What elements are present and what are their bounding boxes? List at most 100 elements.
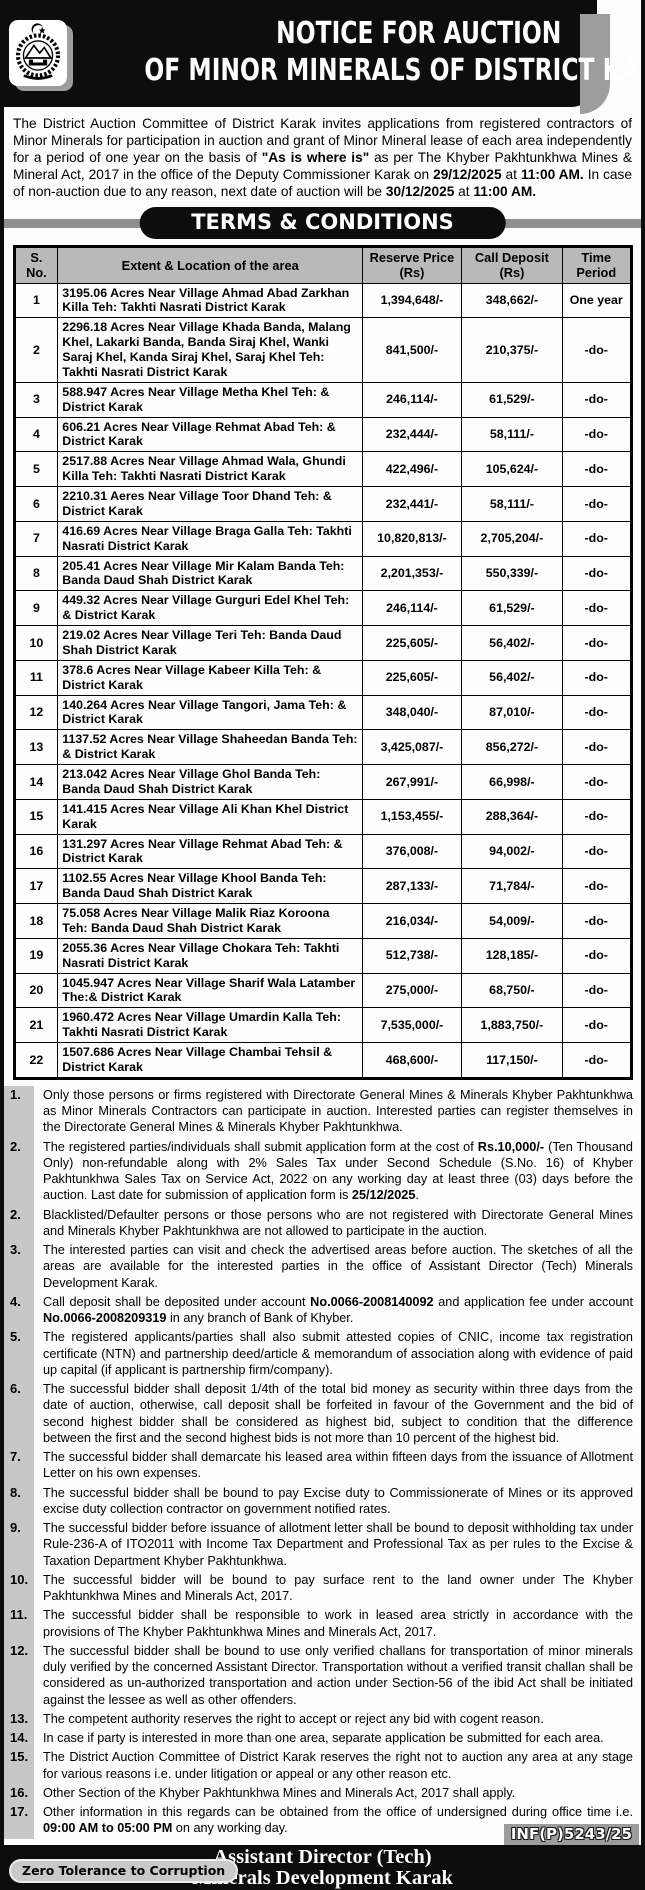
condition-text: The registered applicants/parties shall … [43,1330,633,1377]
table-row: 8 205.41 Acres Near Village Mir Kalam Ban… [13,555,632,592]
notice-title: NOTICE FOR AUCTION OF MINOR MINERALS OF … [67,15,645,89]
cell-time-period: -do- [562,972,632,1009]
condition-text: In case if party is interested in more t… [43,1731,604,1746]
condition-number: 5. [4,1328,34,1381]
condition-text: The successful bidder shall be bound to … [43,1643,633,1707]
terms-bar-label: TERMS & CONDITIONS [139,206,506,239]
cell-location: 131.297 Acres Near Village Rehmat Abad T… [57,833,364,870]
cell-location: 378.6 Acres Near Village Kabeer Killa Te… [57,659,364,696]
cell-sno: 1 [13,282,59,319]
signature-line2: Minerals Development Karak [192,1866,453,1889]
cell-call-deposit: 210,375/- [460,317,564,383]
cell-reserve-price: 246,114/- [362,381,462,418]
cell-reserve-price: 246,114/- [362,590,462,627]
cell-location: 588.947 Acres Near Village Metha Khel Te… [57,381,364,418]
cell-location: 2210.31 Aeres Near Village Toor Dhand Te… [57,486,364,522]
condition-item: 17. Other information in this regards can… [4,1803,636,1839]
condition-item: 2. The registered parties/individuals sha… [4,1137,636,1206]
cell-call-deposit: 61,529/- [460,381,564,418]
cell-reserve-price: 376,008/- [362,833,462,870]
cell-sno: 17 [13,868,59,905]
cell-reserve-price: 512,738/- [362,937,462,974]
condition-item: 13. The competent authority reserves the … [4,1709,636,1730]
intro-paragraph: The District Auction Committee of Distri… [13,116,632,199]
cell-time-period: -do- [562,1007,632,1044]
cell-reserve-price: 3,425,087/- [362,729,462,766]
cell-sno: 21 [13,1007,59,1044]
cell-call-deposit: 105,624/- [460,451,564,488]
condition-item: 10. The successful bidder will be bound t… [4,1570,636,1607]
table-row: 10 219.02 Acres Near Village Teri Teh: Ba… [13,625,632,661]
cell-time-period: -do- [562,694,632,731]
cell-sno: 12 [13,694,59,731]
table-row: 22 1507.686 Acres Near Village Chambai Te… [13,1042,632,1079]
cell-location: 205.41 Acres Near Village Mir Kalam Band… [57,555,364,592]
cell-location: 75.058 Acres Near Village Malik Riaz Kor… [57,903,364,939]
condition-text: The successful bidder shall deposit 1/4t… [43,1382,633,1445]
column-header: Extent & Location of the area [57,245,364,284]
condition-item: 7. The successful bidder shall demarcate … [4,1448,636,1484]
condition-number: 7. [4,1448,34,1484]
cell-location: 219.02 Acres Near Village Teri Teh: Band… [57,625,364,661]
cell-call-deposit: 68,750/- [460,972,564,1009]
cell-call-deposit: 1,883,750/- [460,1007,564,1044]
condition-text: The successful bidder before issuance of… [43,1521,633,1568]
cell-call-deposit: 856,272/- [460,729,564,766]
cell-sno: 11 [13,659,59,696]
cell-sno: 4 [13,416,59,453]
cell-time-period: -do- [562,317,632,383]
conditions-list: 1. Only those persons or firms registered… [4,1085,641,1839]
condition-item: 8. The successful bidder shall be bound t… [4,1483,636,1520]
column-header: S. No. [13,245,59,284]
condition-item: 14. In case if party is interested in mor… [4,1729,636,1749]
condition-text: The successful bidder shall be bound to … [43,1485,633,1516]
condition-text: The successful bidder shall be responsib… [43,1608,633,1639]
cell-location: 2517.88 Acres Near Village Ahmad Wala, G… [57,451,364,488]
condition-item: 16. Other Section of the Khyber Pakhtunkh… [4,1783,636,1804]
cell-reserve-price: 275,000/- [362,972,462,1009]
cell-time-period: -do- [562,1042,632,1079]
condition-number: 8. [4,1483,34,1520]
cell-location: 1507.686 Acres Near Village Chambai Tehs… [57,1042,364,1079]
signature-block: Assistant Director (Tech) Minerals Devel… [4,1846,641,1889]
notice-title-line2: OF MINOR MINERALS OF DISTRICT KARAK [144,52,645,88]
notice-title-line1: NOTICE FOR AUCTION [276,15,562,51]
table-row: 9 449.32 Acres Near Village Gurguri Edel … [13,590,632,627]
cell-time-period: -do- [562,729,632,766]
cell-reserve-price: 10,820,813/- [362,520,462,557]
condition-item: 15. The District Auction Committee of Dis… [4,1748,636,1784]
cell-location: 1045.947 Acres Near Village Sharif Wala … [57,972,364,1009]
cell-call-deposit: 58,111/- [460,486,564,522]
cell-time-period: -do- [562,451,632,488]
condition-number: 11. [4,1606,34,1642]
cell-call-deposit: 550,339/- [460,555,564,592]
cell-call-deposit: 58,111/- [460,416,564,453]
cell-time-period: -do- [562,868,632,905]
zero-tolerance-badge: Zero Tolerance to Corruption [9,1859,239,1883]
table-row: 13 1137.52 Acres Near Village Shaheedan B… [13,729,632,766]
cell-call-deposit: 348,662/- [460,282,564,319]
cell-location: 1102.55 Acres Near Village Khool Banda T… [57,868,364,905]
notice-footer: Zero Tolerance to Corruption Assistant D… [4,1845,641,1890]
cell-reserve-price: 7,535,000/- [362,1007,462,1044]
cell-sno: 14 [13,764,59,800]
cell-sno: 20 [13,972,59,1009]
table-row: 11 378.6 Acres Near Village Kabeer Killa … [13,659,632,696]
table-row: 19 2055.36 Acres Near Village Chokara Teh… [13,937,632,974]
condition-item: 12. The successful bidder shall be bound … [4,1641,636,1710]
table-row: 14 213.042 Acres Near Village Ghol Banda … [13,764,632,800]
cell-location: 606.21 Acres Near Village Rehmat Abad Te… [57,416,364,453]
table-row: 12 140.264 Acres Near Village Tangori, Ja… [13,694,632,731]
cell-location: 2055.36 Acres Near Village Chokara Teh: … [57,937,364,974]
condition-item: 2. Blacklisted/Defaulter persons or those… [4,1205,636,1242]
condition-text: The successful bidder will be bound to p… [43,1572,633,1604]
cell-sno: 22 [13,1042,59,1079]
column-header: Reserve Price (Rs) [362,245,462,284]
cell-sno: 15 [13,798,59,835]
cell-sno: 9 [13,590,59,627]
condition-item: 5. The registered applicants/parties shal… [4,1328,636,1381]
auction-table: S. No. Extent & Location of the area Reser… [12,244,633,1080]
cell-location: 1960.472 Acres Near Village Umardin Kall… [57,1007,364,1044]
table-row: 4 606.21 Acres Near Village Rehmat Abad T… [13,416,632,453]
cell-reserve-price: 267,991/- [362,764,462,800]
